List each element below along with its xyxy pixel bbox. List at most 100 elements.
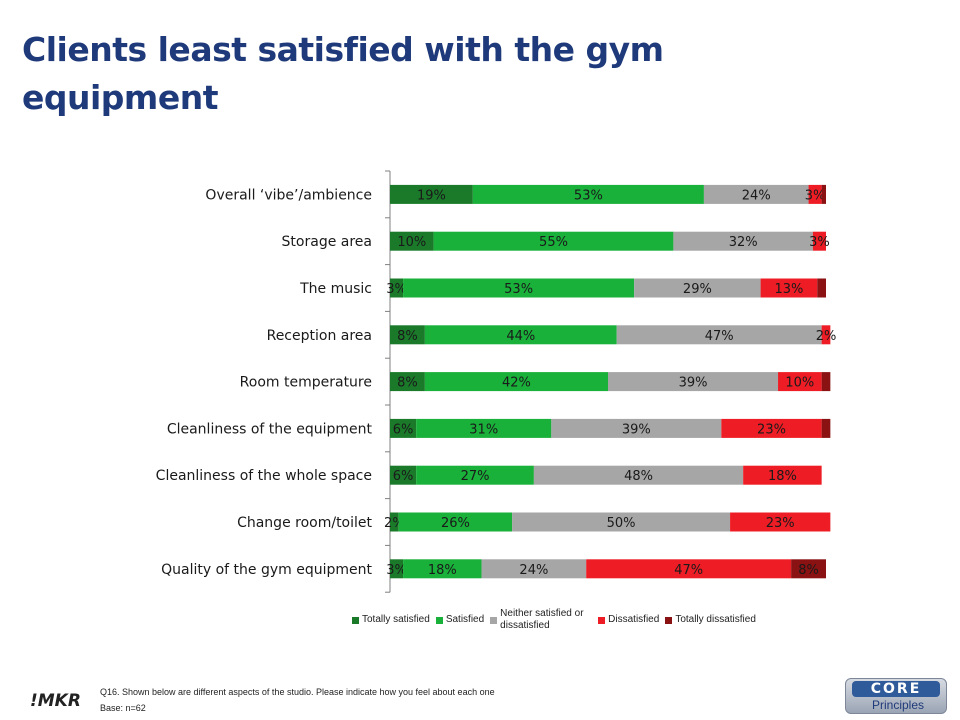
data-label: 23% bbox=[766, 516, 795, 531]
bar-segment bbox=[533, 465, 744, 485]
logo-principles-text: Principles bbox=[871, 698, 925, 712]
data-label: 18% bbox=[768, 469, 797, 484]
bar-segment bbox=[817, 278, 826, 298]
legend-label: Dissatisfied bbox=[608, 614, 660, 625]
data-label: 24% bbox=[519, 563, 548, 578]
bar-segment bbox=[791, 559, 826, 579]
data-label: 19% bbox=[417, 188, 446, 203]
legend-label: Neither satisfied or dissatisfied bbox=[500, 608, 584, 631]
bar-segment bbox=[403, 559, 482, 579]
bar-segment bbox=[703, 184, 809, 204]
data-label: 6% bbox=[393, 422, 414, 437]
data-label: 3% bbox=[386, 282, 407, 297]
bar-segment bbox=[398, 512, 513, 532]
data-label: 13% bbox=[774, 282, 803, 297]
data-label: 31% bbox=[469, 422, 498, 437]
bar-segment bbox=[390, 278, 404, 298]
data-label: 2% bbox=[816, 329, 837, 344]
bar-segment bbox=[512, 512, 731, 532]
bar-segment bbox=[730, 512, 831, 532]
category-label: Cleanliness of the whole space bbox=[156, 468, 372, 484]
data-label: 8% bbox=[397, 329, 418, 344]
category-label: Room temperature bbox=[240, 375, 372, 391]
category-label: Overall ‘vibe’/ambience bbox=[205, 187, 372, 203]
bar-segment bbox=[634, 278, 761, 298]
legend-swatch bbox=[665, 616, 673, 624]
bar-segment bbox=[821, 418, 831, 438]
bar-segment bbox=[390, 231, 434, 251]
base-text: Base: n=62 bbox=[100, 703, 146, 713]
question-text: Q16. Shown below are different aspects o… bbox=[100, 687, 495, 697]
bar-segment bbox=[616, 325, 822, 345]
bar-segment bbox=[778, 372, 822, 392]
data-label: 6% bbox=[393, 469, 414, 484]
legend-label: Satisfied bbox=[445, 614, 485, 625]
data-label: 44% bbox=[506, 329, 535, 344]
page-title: Clients least satisfied with the gym equ… bbox=[22, 30, 664, 117]
mkr-logo: !MKR bbox=[30, 691, 81, 711]
data-label: 55% bbox=[539, 235, 568, 250]
bar-segment bbox=[416, 465, 534, 485]
bar-segment bbox=[390, 512, 399, 532]
bar-segment bbox=[390, 559, 404, 579]
data-label: 8% bbox=[397, 376, 418, 391]
bar-segment bbox=[812, 231, 826, 251]
data-label: 3% bbox=[809, 235, 830, 250]
data-label: 53% bbox=[504, 282, 533, 297]
logo-core-text: CORE bbox=[852, 681, 940, 697]
bar-segment bbox=[481, 559, 587, 579]
data-label: 29% bbox=[683, 282, 712, 297]
data-label: 3% bbox=[805, 188, 826, 203]
data-label: 32% bbox=[729, 235, 758, 250]
data-label: 27% bbox=[461, 469, 490, 484]
data-label: 39% bbox=[622, 422, 651, 437]
bar-segment bbox=[390, 372, 425, 392]
data-label: 47% bbox=[674, 563, 703, 578]
data-label: 10% bbox=[785, 376, 814, 391]
bar-segment bbox=[390, 418, 417, 438]
legend-swatch bbox=[490, 616, 498, 624]
bar-segment bbox=[433, 231, 674, 251]
chart-legend: Totally satisfied Satisfied Neither sati… bbox=[352, 606, 762, 634]
category-label: Quality of the gym equipment bbox=[161, 562, 372, 578]
bar-segment bbox=[821, 184, 826, 204]
bar-segment bbox=[424, 325, 617, 345]
legend-label: Totally dissatisfied bbox=[675, 614, 756, 625]
bar-segment bbox=[424, 372, 608, 392]
bar-segment bbox=[472, 184, 704, 204]
legend-label: Totally satisfied bbox=[362, 614, 430, 625]
category-label: The music bbox=[299, 281, 372, 297]
data-label: 39% bbox=[679, 376, 708, 391]
bar-segment bbox=[403, 278, 635, 298]
legend-item-totally-dissatisfied: Totally dissatisfied bbox=[665, 614, 756, 626]
legend-item-totally-satisfied: Totally satisfied bbox=[352, 614, 430, 626]
legend-swatch bbox=[598, 616, 606, 624]
bar-segment bbox=[673, 231, 813, 251]
bar-segment bbox=[821, 372, 831, 392]
category-label: Cleanliness of the equipment bbox=[167, 421, 373, 437]
bar-segment bbox=[808, 184, 822, 204]
bar-segment bbox=[586, 559, 792, 579]
bar-segment bbox=[551, 418, 722, 438]
data-label: 24% bbox=[742, 188, 771, 203]
legend-item-neither: Neither satisfied or dissatisfied bbox=[490, 608, 592, 632]
category-label: Change room/toilet bbox=[237, 515, 372, 531]
legend-item-satisfied: Satisfied bbox=[435, 614, 485, 626]
data-label: 42% bbox=[502, 376, 531, 391]
legend-item-dissatisfied: Dissatisfied bbox=[598, 614, 659, 626]
bar-segment bbox=[608, 372, 779, 392]
bar-segment bbox=[821, 325, 831, 345]
data-label: 23% bbox=[757, 422, 786, 437]
data-label: 18% bbox=[428, 563, 457, 578]
data-label: 47% bbox=[705, 329, 734, 344]
data-label: 53% bbox=[574, 188, 603, 203]
legend-swatch bbox=[352, 616, 359, 624]
bar-segment bbox=[743, 465, 822, 485]
bar-segment bbox=[390, 465, 417, 485]
category-label: Reception area bbox=[267, 328, 372, 344]
bar-segment bbox=[760, 278, 818, 298]
footer-note: Q16. Shown below are different aspects o… bbox=[100, 684, 495, 716]
data-label: 50% bbox=[607, 516, 636, 531]
data-label: 3% bbox=[386, 563, 407, 578]
